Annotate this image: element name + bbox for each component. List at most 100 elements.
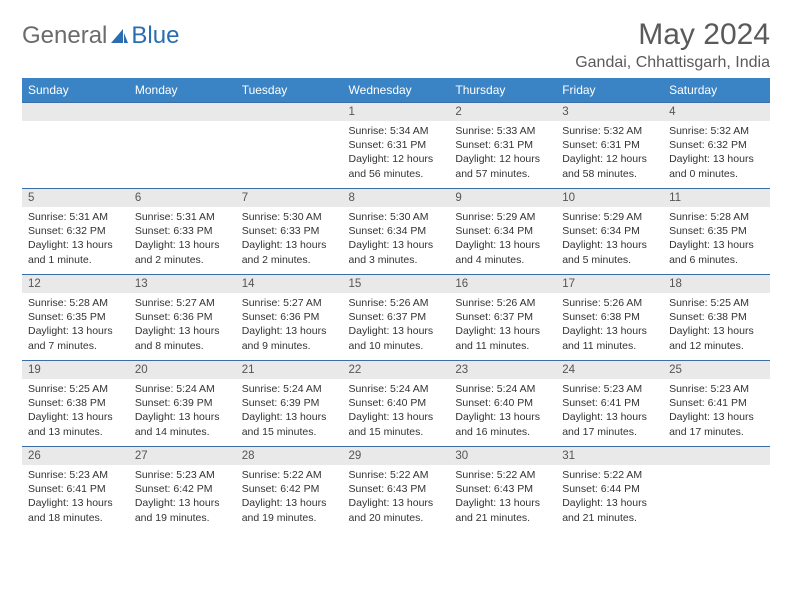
day-number: 5	[22, 189, 129, 207]
sunrise-text: Sunrise: 5:25 AM	[28, 382, 123, 396]
day-number: 31	[556, 447, 663, 465]
day-details: Sunrise: 5:34 AMSunset: 6:31 PMDaylight:…	[343, 121, 450, 185]
day-details	[236, 121, 343, 171]
day-header: Monday	[129, 78, 236, 103]
day-cell: 3Sunrise: 5:32 AMSunset: 6:31 PMDaylight…	[556, 103, 663, 189]
day-details: Sunrise: 5:23 AMSunset: 6:42 PMDaylight:…	[129, 465, 236, 529]
day-details: Sunrise: 5:30 AMSunset: 6:33 PMDaylight:…	[236, 207, 343, 271]
day-details: Sunrise: 5:22 AMSunset: 6:43 PMDaylight:…	[449, 465, 556, 529]
day-number	[663, 447, 770, 465]
day-details: Sunrise: 5:24 AMSunset: 6:40 PMDaylight:…	[343, 379, 450, 443]
daylight-text: Daylight: 13 hours and 16 minutes.	[455, 410, 550, 438]
day-number: 25	[663, 361, 770, 379]
sunrise-text: Sunrise: 5:24 AM	[135, 382, 230, 396]
day-number: 23	[449, 361, 556, 379]
daylight-text: Daylight: 13 hours and 17 minutes.	[669, 410, 764, 438]
daylight-text: Daylight: 13 hours and 12 minutes.	[669, 324, 764, 352]
day-cell: 1Sunrise: 5:34 AMSunset: 6:31 PMDaylight…	[343, 103, 450, 189]
daylight-text: Daylight: 13 hours and 21 minutes.	[562, 496, 657, 524]
day-cell: 2Sunrise: 5:33 AMSunset: 6:31 PMDaylight…	[449, 103, 556, 189]
logo-text-blue: Blue	[131, 22, 179, 50]
day-details: Sunrise: 5:26 AMSunset: 6:37 PMDaylight:…	[343, 293, 450, 357]
sunrise-text: Sunrise: 5:24 AM	[349, 382, 444, 396]
sunrise-text: Sunrise: 5:28 AM	[669, 210, 764, 224]
sunset-text: Sunset: 6:35 PM	[669, 224, 764, 238]
week-row: 19Sunrise: 5:25 AMSunset: 6:38 PMDayligh…	[22, 361, 770, 447]
daylight-text: Daylight: 13 hours and 2 minutes.	[242, 238, 337, 266]
day-number: 26	[22, 447, 129, 465]
day-cell: 7Sunrise: 5:30 AMSunset: 6:33 PMDaylight…	[236, 189, 343, 275]
sunset-text: Sunset: 6:32 PM	[669, 138, 764, 152]
day-cell: 28Sunrise: 5:22 AMSunset: 6:42 PMDayligh…	[236, 447, 343, 533]
day-cell: 13Sunrise: 5:27 AMSunset: 6:36 PMDayligh…	[129, 275, 236, 361]
day-header: Thursday	[449, 78, 556, 103]
day-cell: 19Sunrise: 5:25 AMSunset: 6:38 PMDayligh…	[22, 361, 129, 447]
sunset-text: Sunset: 6:38 PM	[669, 310, 764, 324]
day-details	[22, 121, 129, 171]
day-cell: 23 Sunrise: 5:24 AMSunset: 6:40 PMDayligh…	[449, 361, 556, 447]
sunrise-text: Sunrise: 5:23 AM	[669, 382, 764, 396]
sunrise-text: Sunrise: 5:22 AM	[242, 468, 337, 482]
day-details	[663, 465, 770, 515]
day-number: 7	[236, 189, 343, 207]
day-header: Sunday	[22, 78, 129, 103]
day-cell: 9Sunrise: 5:29 AMSunset: 6:34 PMDaylight…	[449, 189, 556, 275]
day-cell: 11Sunrise: 5:28 AMSunset: 6:35 PMDayligh…	[663, 189, 770, 275]
day-cell: 10Sunrise: 5:29 AMSunset: 6:34 PMDayligh…	[556, 189, 663, 275]
week-row: 12Sunrise: 5:28 AMSunset: 6:35 PMDayligh…	[22, 275, 770, 361]
day-number: 6	[129, 189, 236, 207]
sunrise-text: Sunrise: 5:27 AM	[242, 296, 337, 310]
day-details: Sunrise: 5:31 AMSunset: 6:32 PMDaylight:…	[22, 207, 129, 271]
day-details: Sunrise: 5:23 AMSunset: 6:41 PMDaylight:…	[556, 379, 663, 443]
sunrise-text: Sunrise: 5:32 AM	[562, 124, 657, 138]
daylight-text: Daylight: 13 hours and 20 minutes.	[349, 496, 444, 524]
day-details: Sunrise: 5:33 AMSunset: 6:31 PMDaylight:…	[449, 121, 556, 185]
day-number: 12	[22, 275, 129, 293]
day-number: 22	[343, 361, 450, 379]
day-number	[236, 103, 343, 121]
day-cell: 25Sunrise: 5:23 AMSunset: 6:41 PMDayligh…	[663, 361, 770, 447]
day-details: Sunrise: 5:28 AMSunset: 6:35 PMDaylight:…	[663, 207, 770, 271]
sunset-text: Sunset: 6:41 PM	[562, 396, 657, 410]
sunset-text: Sunset: 6:39 PM	[135, 396, 230, 410]
day-cell: 27Sunrise: 5:23 AMSunset: 6:42 PMDayligh…	[129, 447, 236, 533]
sunset-text: Sunset: 6:41 PM	[28, 482, 123, 496]
sunrise-text: Sunrise: 5:22 AM	[562, 468, 657, 482]
header: General Blue May 2024 Gandai, Chhattisga…	[22, 18, 770, 72]
day-details: Sunrise: 5:26 AMSunset: 6:38 PMDaylight:…	[556, 293, 663, 357]
sunrise-text: Sunrise: 5:24 AM	[455, 382, 550, 396]
daylight-text: Daylight: 13 hours and 21 minutes.	[455, 496, 550, 524]
daylight-text: Daylight: 13 hours and 9 minutes.	[242, 324, 337, 352]
day-number: 14	[236, 275, 343, 293]
logo-text-general: General	[22, 22, 107, 50]
week-row: 1Sunrise: 5:34 AMSunset: 6:31 PMDaylight…	[22, 103, 770, 189]
sunrise-text: Sunrise: 5:28 AM	[28, 296, 123, 310]
day-number: 27	[129, 447, 236, 465]
sunset-text: Sunset: 6:32 PM	[28, 224, 123, 238]
day-cell: 15Sunrise: 5:26 AMSunset: 6:37 PMDayligh…	[343, 275, 450, 361]
day-cell	[236, 103, 343, 189]
day-cell: 24Sunrise: 5:23 AMSunset: 6:41 PMDayligh…	[556, 361, 663, 447]
sunset-text: Sunset: 6:37 PM	[455, 310, 550, 324]
day-details: Sunrise: 5:22 AMSunset: 6:42 PMDaylight:…	[236, 465, 343, 529]
sunrise-text: Sunrise: 5:31 AM	[135, 210, 230, 224]
calendar-table: Sunday Monday Tuesday Wednesday Thursday…	[22, 78, 770, 533]
day-details: Sunrise: 5:24 AMSunset: 6:39 PMDaylight:…	[236, 379, 343, 443]
day-number: 30	[449, 447, 556, 465]
daylight-text: Daylight: 13 hours and 15 minutes.	[242, 410, 337, 438]
day-cell: 30Sunrise: 5:22 AMSunset: 6:43 PMDayligh…	[449, 447, 556, 533]
daylight-text: Daylight: 13 hours and 1 minute.	[28, 238, 123, 266]
day-number: 4	[663, 103, 770, 121]
sunrise-text: Sunrise: 5:25 AM	[669, 296, 764, 310]
daylight-text: Daylight: 13 hours and 0 minutes.	[669, 152, 764, 180]
sunset-text: Sunset: 6:40 PM	[455, 396, 550, 410]
day-cell: 12Sunrise: 5:28 AMSunset: 6:35 PMDayligh…	[22, 275, 129, 361]
day-number: 8	[343, 189, 450, 207]
day-number: 1	[343, 103, 450, 121]
daylight-text: Daylight: 13 hours and 14 minutes.	[135, 410, 230, 438]
sunset-text: Sunset: 6:36 PM	[135, 310, 230, 324]
sunrise-text: Sunrise: 5:27 AM	[135, 296, 230, 310]
daylight-text: Daylight: 13 hours and 11 minutes.	[562, 324, 657, 352]
day-details: Sunrise: 5:31 AMSunset: 6:33 PMDaylight:…	[129, 207, 236, 271]
day-details: Sunrise: 5:30 AMSunset: 6:34 PMDaylight:…	[343, 207, 450, 271]
